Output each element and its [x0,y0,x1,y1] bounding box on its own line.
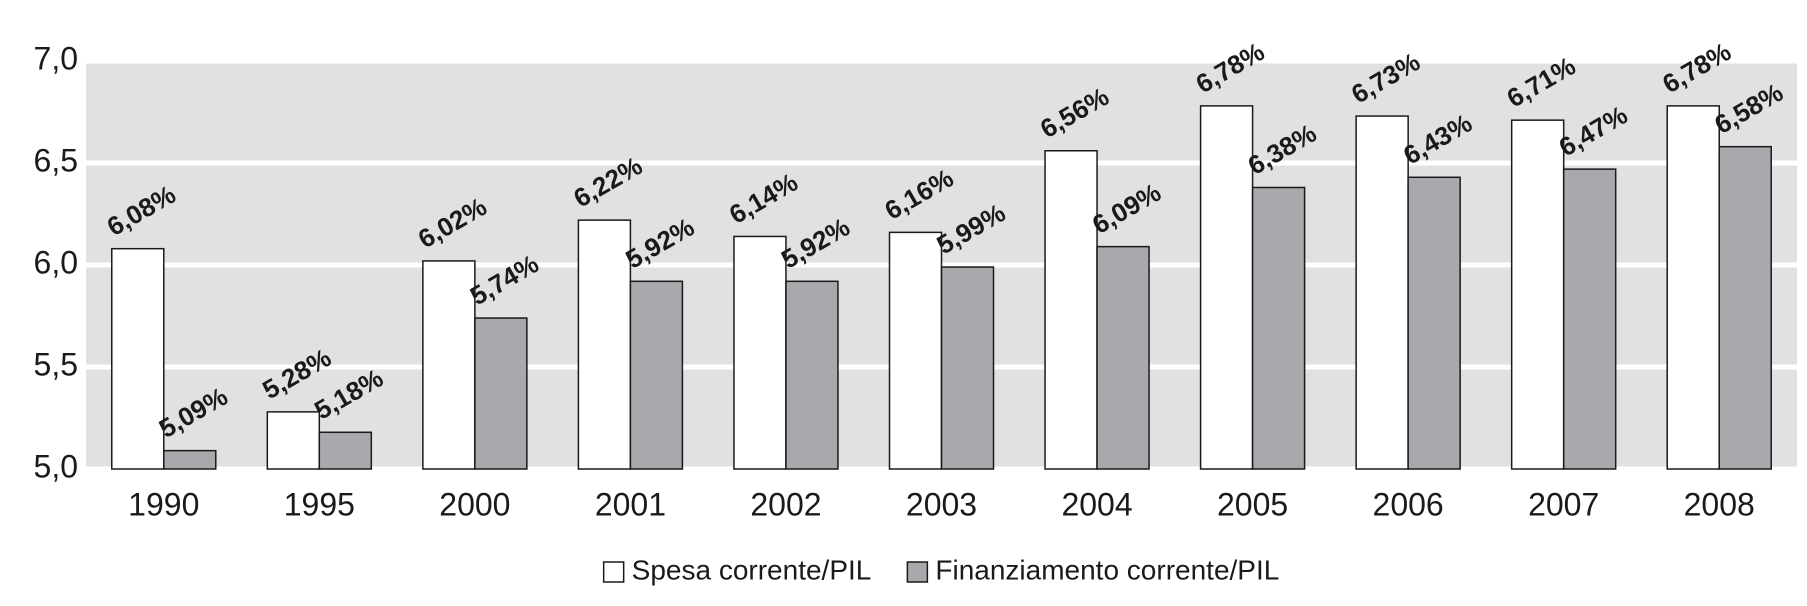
bar [1096,245,1150,470]
y-tick-label: 6,5 [34,142,78,178]
bar [1355,115,1409,470]
x-tick-label: 1990 [128,486,199,522]
bar [111,247,165,470]
bar [1044,150,1098,470]
legend-label: Finanziamento corrente/PIL [935,554,1279,585]
bar [785,280,839,470]
legend-label: Spesa corrente/PIL [632,554,872,585]
y-tick-label: 7,0 [34,40,78,76]
legend: Spesa corrente/PIL Finanziamento corrente… [602,554,1279,585]
bar [940,266,995,470]
bar [1562,168,1617,470]
x-tick-label: 2006 [1373,486,1444,522]
bar [1666,105,1720,470]
x-tick-label: 2008 [1684,486,1755,522]
x-tick-label: 2003 [906,486,977,522]
bar [422,260,476,470]
bar [1407,176,1461,470]
x-tick-label: 2002 [750,486,821,522]
x-tick-label: 2005 [1217,486,1288,522]
y-tick-label: 5,0 [34,448,78,484]
bar [577,219,632,470]
x-tick-label: 2001 [595,486,666,522]
bar [318,431,373,470]
bar [629,280,684,470]
legend-swatch [906,561,929,583]
x-tick-label: 1995 [284,486,355,522]
x-tick-label: 2004 [1061,486,1132,522]
bar [266,411,321,470]
bar [1251,186,1306,470]
y-tick-label: 6,0 [34,244,78,280]
bar [474,317,528,470]
legend-swatch [602,561,625,583]
bar [733,235,787,470]
bar [888,231,943,470]
bar [1510,119,1565,470]
y-tick-label: 5,5 [34,346,78,382]
bar [163,449,217,470]
x-tick-label: 2000 [439,486,510,522]
bar [1718,145,1772,470]
x-tick-label: 2007 [1528,486,1599,522]
bar [1199,105,1254,470]
